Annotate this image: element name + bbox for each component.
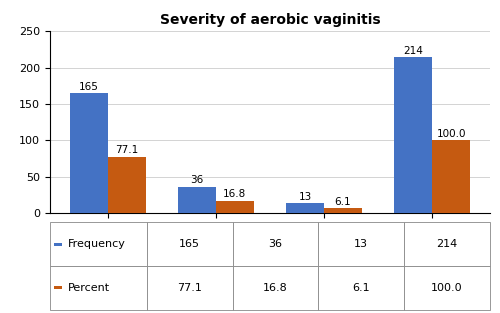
Bar	[404, 266, 490, 310]
Text: 77.1: 77.1	[115, 146, 138, 155]
Bar	[394, 58, 432, 213]
Text: 36: 36	[268, 239, 282, 249]
Text: 16.8: 16.8	[223, 189, 246, 199]
Bar	[404, 222, 490, 266]
Text: 13: 13	[354, 239, 368, 249]
Bar	[70, 93, 108, 213]
Bar	[232, 222, 318, 266]
Bar	[286, 203, 324, 213]
Text: 13: 13	[298, 192, 312, 202]
Bar	[108, 157, 146, 213]
Text: 100.0: 100.0	[436, 129, 466, 139]
Text: 214: 214	[436, 239, 458, 249]
Bar	[50, 266, 147, 310]
Bar	[50, 222, 147, 266]
Bar	[216, 201, 254, 213]
Bar	[432, 140, 470, 213]
Text: 6.1: 6.1	[352, 283, 370, 293]
Text: 214: 214	[404, 46, 423, 56]
Text: Percent: Percent	[68, 283, 110, 293]
Bar	[147, 222, 232, 266]
Bar	[178, 187, 216, 213]
Bar	[54, 243, 62, 246]
Bar	[324, 208, 362, 213]
Text: 36: 36	[190, 175, 203, 185]
Bar	[232, 266, 318, 310]
Title: Severity of aerobic vaginitis: Severity of aerobic vaginitis	[160, 13, 380, 27]
Bar	[147, 266, 232, 310]
Text: Frequency: Frequency	[68, 239, 126, 249]
Text: 165: 165	[179, 239, 200, 249]
Text: 77.1: 77.1	[178, 283, 202, 293]
Text: 100.0: 100.0	[432, 283, 463, 293]
Bar	[54, 286, 62, 290]
Text: 165: 165	[79, 82, 99, 92]
Text: 6.1: 6.1	[334, 197, 351, 207]
Text: 16.8: 16.8	[263, 283, 288, 293]
Bar	[318, 266, 404, 310]
Bar	[318, 222, 404, 266]
